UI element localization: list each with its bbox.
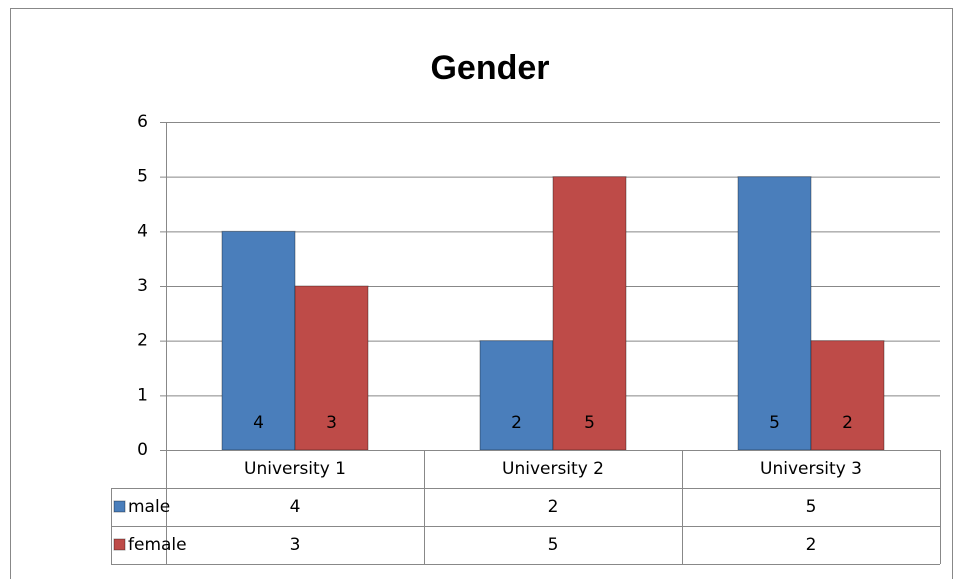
legend-swatch	[113, 500, 126, 513]
bar	[552, 176, 627, 451]
y-tick-label: 3	[137, 276, 148, 296]
y-tick-label: 0	[137, 440, 148, 460]
data-label: 4	[253, 413, 264, 433]
y-tick-label: 4	[137, 221, 148, 241]
x-tick-label: University 2	[502, 459, 604, 479]
table-value: 3	[290, 535, 301, 555]
y-tick-label: 5	[137, 167, 148, 187]
table-value: 5	[548, 535, 559, 555]
bar	[810, 340, 885, 451]
y-tick-label: 2	[137, 331, 148, 351]
bar	[294, 285, 369, 451]
data-label: 5	[769, 413, 780, 433]
bar	[479, 340, 554, 451]
table-value: 2	[548, 497, 559, 517]
bar	[221, 230, 296, 451]
legend-label: female	[128, 535, 187, 555]
data-label: 5	[584, 413, 595, 433]
table-value: 4	[290, 497, 301, 517]
data-label: 2	[842, 413, 853, 433]
data-label: 2	[511, 413, 522, 433]
table-value: 2	[806, 535, 817, 555]
y-tick-label: 1	[137, 385, 148, 405]
x-tick-label: University 3	[760, 459, 862, 479]
x-tick-label: University 1	[244, 459, 346, 479]
table-value: 5	[806, 497, 817, 517]
y-tick-label: 6	[137, 112, 148, 132]
legend-label: male	[128, 497, 170, 517]
bar	[737, 176, 812, 451]
chart-title: Gender	[430, 49, 549, 87]
legend-swatch	[113, 538, 126, 551]
data-label: 3	[326, 413, 337, 433]
